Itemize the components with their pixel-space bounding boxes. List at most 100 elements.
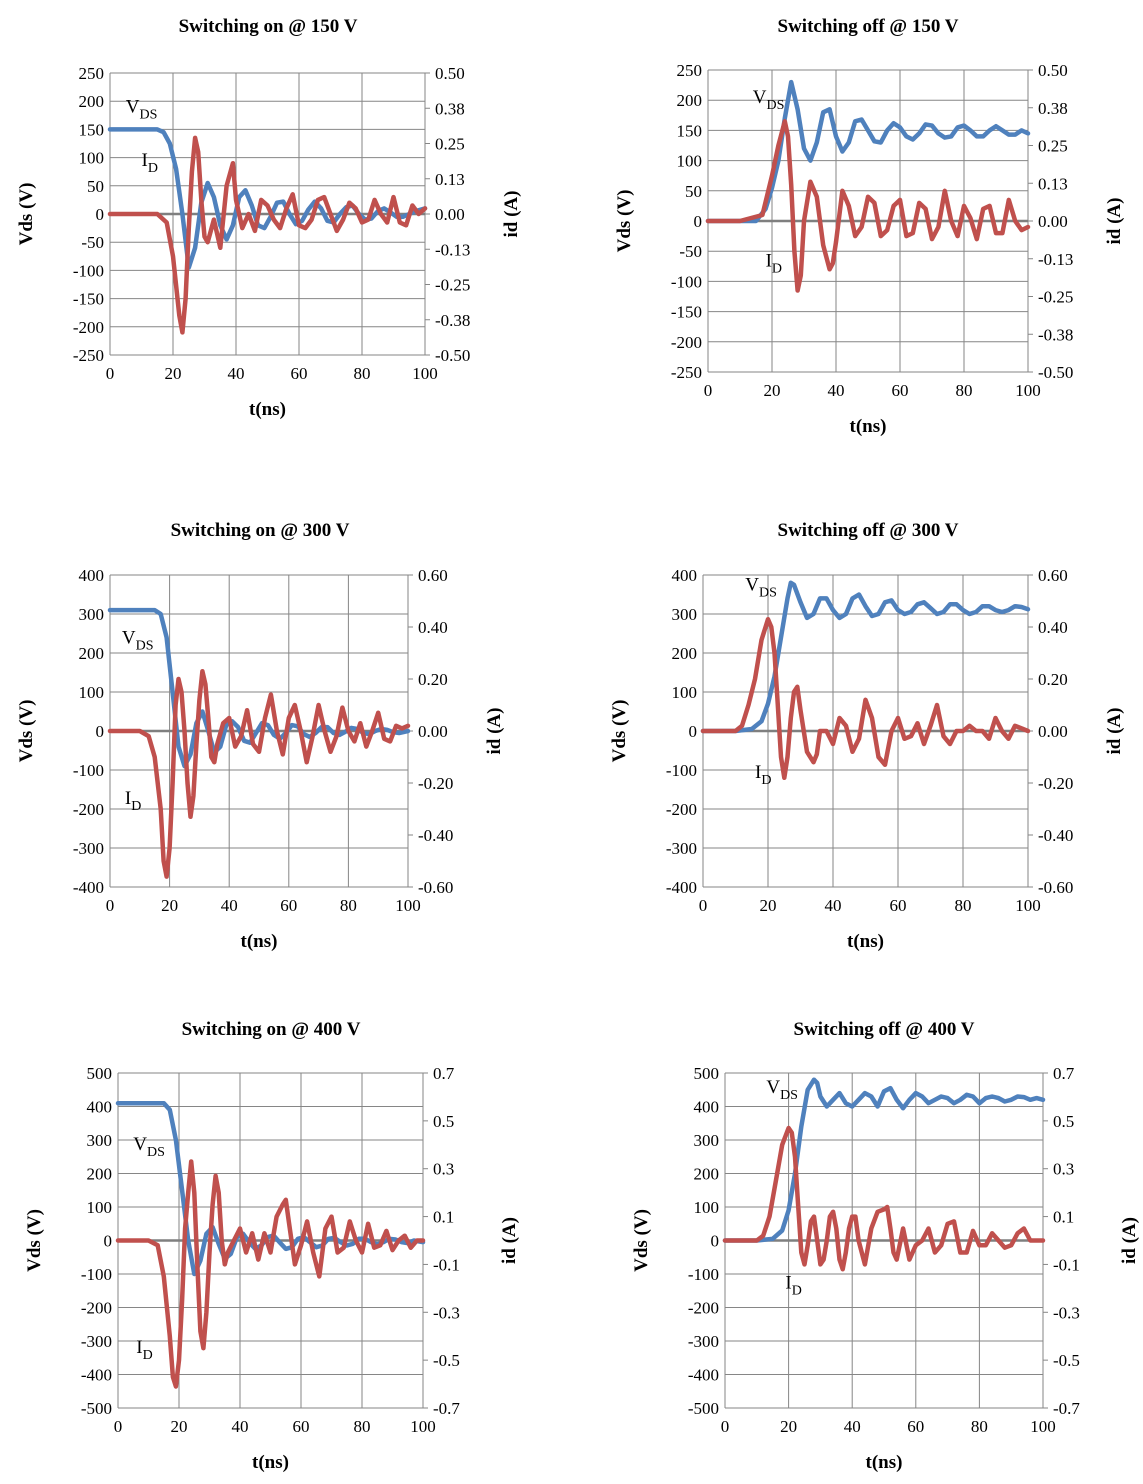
y2-tick-label: 0.50 xyxy=(1038,61,1068,80)
y2-tick-label: -0.38 xyxy=(1038,325,1073,344)
y-tick-label: -500 xyxy=(81,1399,112,1418)
y-axis-label: Vds (V) xyxy=(16,183,37,246)
y2-tick-label: -0.3 xyxy=(433,1303,460,1322)
y-tick-label: -50 xyxy=(81,233,104,252)
y2-tick-label: 0.60 xyxy=(1038,566,1068,585)
y2-axis-label: id (A) xyxy=(499,1217,520,1264)
y-tick-label: -400 xyxy=(688,1366,719,1385)
x-tick-label: 0 xyxy=(114,1417,123,1436)
y2-tick-label: 0.00 xyxy=(418,722,448,741)
y-tick-label: 200 xyxy=(694,1165,720,1184)
id-annotation: ID xyxy=(142,150,158,176)
y2-tick-label: -0.40 xyxy=(418,826,453,845)
x-tick-label: 80 xyxy=(956,381,973,400)
x-tick-label: 60 xyxy=(907,1417,924,1436)
y-tick-label: 50 xyxy=(685,182,702,201)
x-tick-label: 60 xyxy=(890,896,907,915)
y-tick-label: 100 xyxy=(79,683,105,702)
x-tick-label: 60 xyxy=(280,896,297,915)
y2-tick-label: 0.20 xyxy=(1038,670,1068,689)
vds-annotation: VDS xyxy=(753,87,785,113)
chart-title: Switching on @ 300 V xyxy=(171,520,350,541)
x-tick-label: 80 xyxy=(971,1417,988,1436)
y-tick-label: 0 xyxy=(96,722,105,741)
y-tick-label: 400 xyxy=(672,566,698,585)
y-tick-label: 150 xyxy=(79,120,105,139)
y-tick-label: -300 xyxy=(688,1332,719,1351)
x-tick-label: 60 xyxy=(291,364,308,383)
y-tick-label: 300 xyxy=(694,1131,720,1150)
y-tick-label: -200 xyxy=(688,1299,719,1318)
id-series-line xyxy=(722,1125,1046,1272)
y2-axis-label: id (A) xyxy=(1104,708,1125,755)
x-tick-label: 80 xyxy=(354,364,371,383)
y-tick-label: 100 xyxy=(87,1198,113,1217)
y-tick-label: 100 xyxy=(677,152,703,171)
y-axis-label: Vds (V) xyxy=(631,1209,652,1272)
y-tick-label: -250 xyxy=(671,363,702,382)
x-tick-label: 40 xyxy=(228,364,245,383)
vds-series-line xyxy=(705,79,1031,224)
chart-title: Switching off @ 400 V xyxy=(794,1019,975,1040)
y2-tick-label: -0.40 xyxy=(1038,826,1073,845)
x-tick-label: 80 xyxy=(354,1417,371,1436)
y2-tick-label: 0.60 xyxy=(418,566,448,585)
y2-tick-label: 0.25 xyxy=(435,135,465,154)
chart-title: Switching off @ 300 V xyxy=(778,520,959,541)
y-tick-label: 250 xyxy=(79,64,105,83)
vds-annotation: VDS xyxy=(122,627,154,653)
x-tick-label: 80 xyxy=(340,896,357,915)
x-tick-label: 20 xyxy=(760,896,777,915)
y2-tick-label: -0.13 xyxy=(435,240,470,259)
y-axis-label: Vds (V) xyxy=(609,700,630,763)
y-tick-label: 300 xyxy=(672,605,698,624)
vds-series-line xyxy=(722,1077,1046,1243)
id-series-line xyxy=(107,135,428,335)
y2-tick-label: 0.50 xyxy=(435,64,465,83)
vds-annotation: VDS xyxy=(766,1077,798,1103)
y-tick-label: 50 xyxy=(87,177,104,196)
x-tick-label: 0 xyxy=(699,896,708,915)
id-annotation: ID xyxy=(755,762,771,788)
x-tick-label: 20 xyxy=(780,1417,797,1436)
y-tick-label: 500 xyxy=(87,1064,113,1083)
y-tick-label: 300 xyxy=(79,605,105,624)
y-tick-label: 200 xyxy=(677,91,703,110)
x-tick-label: 0 xyxy=(106,896,115,915)
y-tick-label: -200 xyxy=(81,1299,112,1318)
y2-tick-label: 0.40 xyxy=(1038,618,1068,637)
y-tick-label: 200 xyxy=(87,1165,113,1184)
y2-tick-label: -0.50 xyxy=(1038,363,1073,382)
x-tick-label: 0 xyxy=(721,1417,730,1436)
x-tick-label: 60 xyxy=(892,381,909,400)
y-tick-label: 0 xyxy=(96,205,105,224)
y-tick-label: 200 xyxy=(672,644,698,663)
y2-tick-label: -0.25 xyxy=(435,276,470,295)
y-tick-label: 400 xyxy=(87,1098,113,1117)
y2-tick-label: 0.38 xyxy=(435,99,465,118)
chart-title: Switching on @ 150 V xyxy=(179,16,358,37)
x-axis-label: t(ns) xyxy=(850,416,887,437)
y2-tick-label: -0.1 xyxy=(1053,1255,1080,1274)
y-tick-label: -100 xyxy=(73,761,104,780)
y2-tick-label: -0.50 xyxy=(435,346,470,365)
y-tick-label: -100 xyxy=(671,272,702,291)
y-tick-label: 100 xyxy=(672,683,698,702)
y-tick-label: 400 xyxy=(694,1098,720,1117)
y2-tick-label: -0.5 xyxy=(433,1351,460,1370)
y-tick-label: -100 xyxy=(81,1265,112,1284)
y2-tick-label: -0.25 xyxy=(1038,288,1073,307)
y2-tick-label: -0.38 xyxy=(435,311,470,330)
y-tick-label: 0 xyxy=(689,722,698,741)
x-tick-label: 100 xyxy=(410,1417,436,1436)
y2-tick-label: 0.40 xyxy=(418,618,448,637)
id-series-line xyxy=(705,119,1031,293)
y-axis-label: Vds (V) xyxy=(16,700,37,763)
y2-tick-label: -0.20 xyxy=(418,774,453,793)
y2-tick-label: -0.5 xyxy=(1053,1351,1080,1370)
y-tick-label: 0 xyxy=(104,1232,113,1251)
chart-panel-2: Switching off @ 150 V 0 20 40 60 80 100 250 200 1… xyxy=(614,16,1125,437)
vds-annotation: VDS xyxy=(133,1134,165,1160)
x-tick-label: 0 xyxy=(704,381,713,400)
